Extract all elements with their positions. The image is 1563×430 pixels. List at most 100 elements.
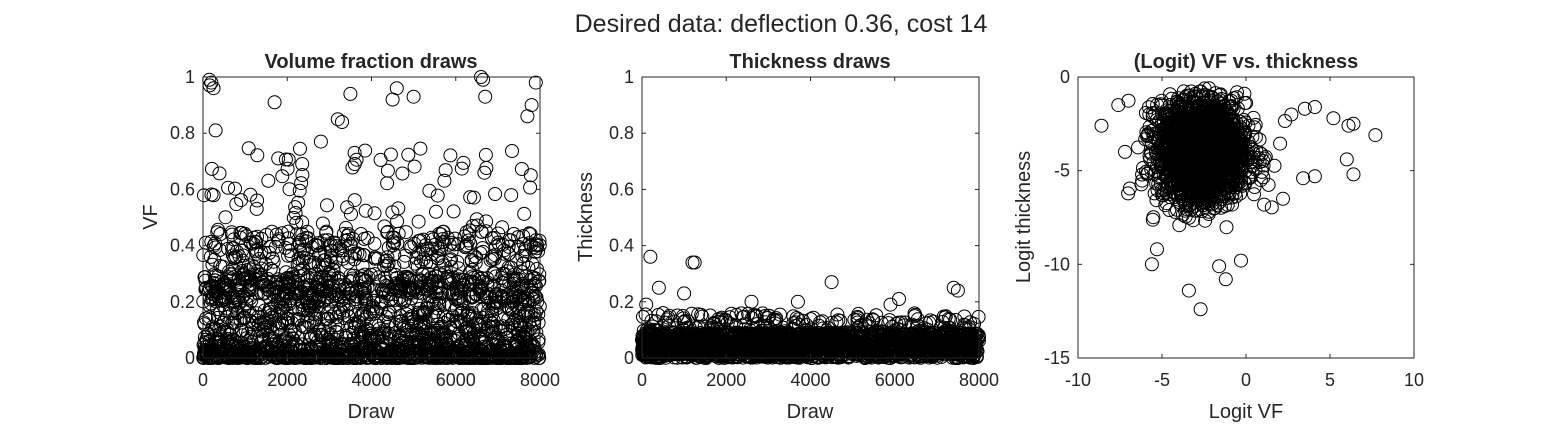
scatter-point [197, 336, 212, 350]
scatter-point [282, 334, 297, 349]
scatter-point [456, 155, 471, 170]
scatter-point [367, 206, 382, 221]
scatter-point [436, 327, 451, 342]
scatter-point [501, 246, 516, 261]
scatter-point [523, 180, 538, 195]
scatter-point [381, 304, 396, 319]
scatter-point [301, 302, 316, 317]
scatter-point [328, 332, 343, 347]
scatter-point [226, 248, 240, 263]
scatter-point [271, 234, 286, 249]
x-axis-label: Draw [787, 401, 834, 423]
x-tick-label: 4000 [790, 370, 830, 390]
scatter-point [383, 147, 398, 162]
scatter-point [327, 268, 341, 283]
scatter-point [229, 197, 244, 212]
scatter-point [317, 233, 332, 248]
scatter-point [381, 315, 396, 330]
scatter-point [415, 266, 430, 281]
scatter-point [473, 289, 488, 304]
scatter-point [530, 294, 545, 309]
scatter-point [527, 345, 542, 360]
scatter-point [388, 326, 402, 341]
scatter-point [211, 280, 225, 295]
scatter-point [457, 321, 472, 336]
scatter-point [695, 309, 710, 324]
scatter-point [239, 263, 254, 278]
scatter-point [221, 180, 236, 195]
scatter-point [293, 285, 308, 300]
scatter-point [327, 235, 342, 250]
scatter-point [249, 201, 264, 216]
scatter-point [322, 320, 337, 335]
scatter-point [758, 309, 773, 323]
scatter-point [352, 247, 367, 262]
scatter-point [248, 349, 263, 364]
scatter-point [318, 253, 333, 268]
scatter-point [527, 271, 542, 285]
scatter-point [264, 308, 279, 323]
scatter-point [329, 339, 344, 353]
scatter-point [225, 227, 239, 242]
scatter-point [691, 307, 706, 322]
scatter-point [530, 347, 545, 362]
scatter-point [528, 289, 543, 303]
scatter-point [310, 299, 325, 314]
x-tick-label: 0 [198, 370, 208, 390]
scatter-point [447, 237, 462, 252]
scatter-point [439, 333, 454, 348]
scatter-point [338, 220, 353, 235]
scatter-point [513, 317, 528, 332]
scatter-point [239, 229, 254, 244]
scatter-point [466, 190, 481, 205]
scatter-point [455, 277, 470, 292]
scatter-point [288, 200, 303, 215]
scatter-point [418, 247, 433, 261]
scatter-point [479, 214, 494, 229]
scatter-point [204, 75, 219, 90]
scatter-point [287, 286, 302, 301]
scatter-point [335, 349, 350, 364]
scatter-point [247, 271, 262, 286]
scatter-point [227, 315, 242, 330]
scatter-point [267, 95, 282, 110]
scatter-point [424, 336, 439, 351]
scatter-point [369, 304, 384, 319]
scatter-point [324, 243, 339, 258]
scatter-point [509, 292, 524, 306]
scatter-point [506, 294, 521, 309]
y-tick-label: 0 [185, 348, 195, 368]
scatter-point [527, 317, 542, 332]
scatter-point [265, 325, 280, 340]
scatter-point [423, 255, 438, 270]
scatter-point [375, 285, 390, 300]
scatter-point [496, 246, 511, 261]
scatter-point [411, 307, 426, 322]
scatter-points [635, 249, 986, 365]
scatter-point [357, 231, 372, 246]
scatter-point [269, 227, 284, 242]
scatter-point [527, 312, 542, 327]
scatter-point [256, 286, 271, 301]
scatter-point [227, 251, 242, 266]
scatter-point [437, 350, 452, 365]
scatter-point [351, 345, 366, 360]
scatter-point [444, 252, 458, 267]
scatter-point [512, 308, 527, 323]
scatter-point [263, 275, 278, 290]
scatter-point [292, 183, 307, 198]
scatter-point [346, 268, 361, 283]
scatter-point [305, 342, 319, 357]
scatter-point [428, 237, 442, 252]
scatter-point [282, 236, 297, 251]
scatter-point [260, 313, 275, 328]
scatter-point [448, 231, 462, 246]
y-axis-label: Thickness [575, 172, 597, 262]
scatter-point [249, 313, 264, 328]
scatter-point [293, 141, 307, 156]
scatter-point [396, 294, 411, 309]
scatter-point [436, 345, 451, 360]
scatter-point [330, 318, 345, 332]
scatter-point [284, 248, 299, 263]
